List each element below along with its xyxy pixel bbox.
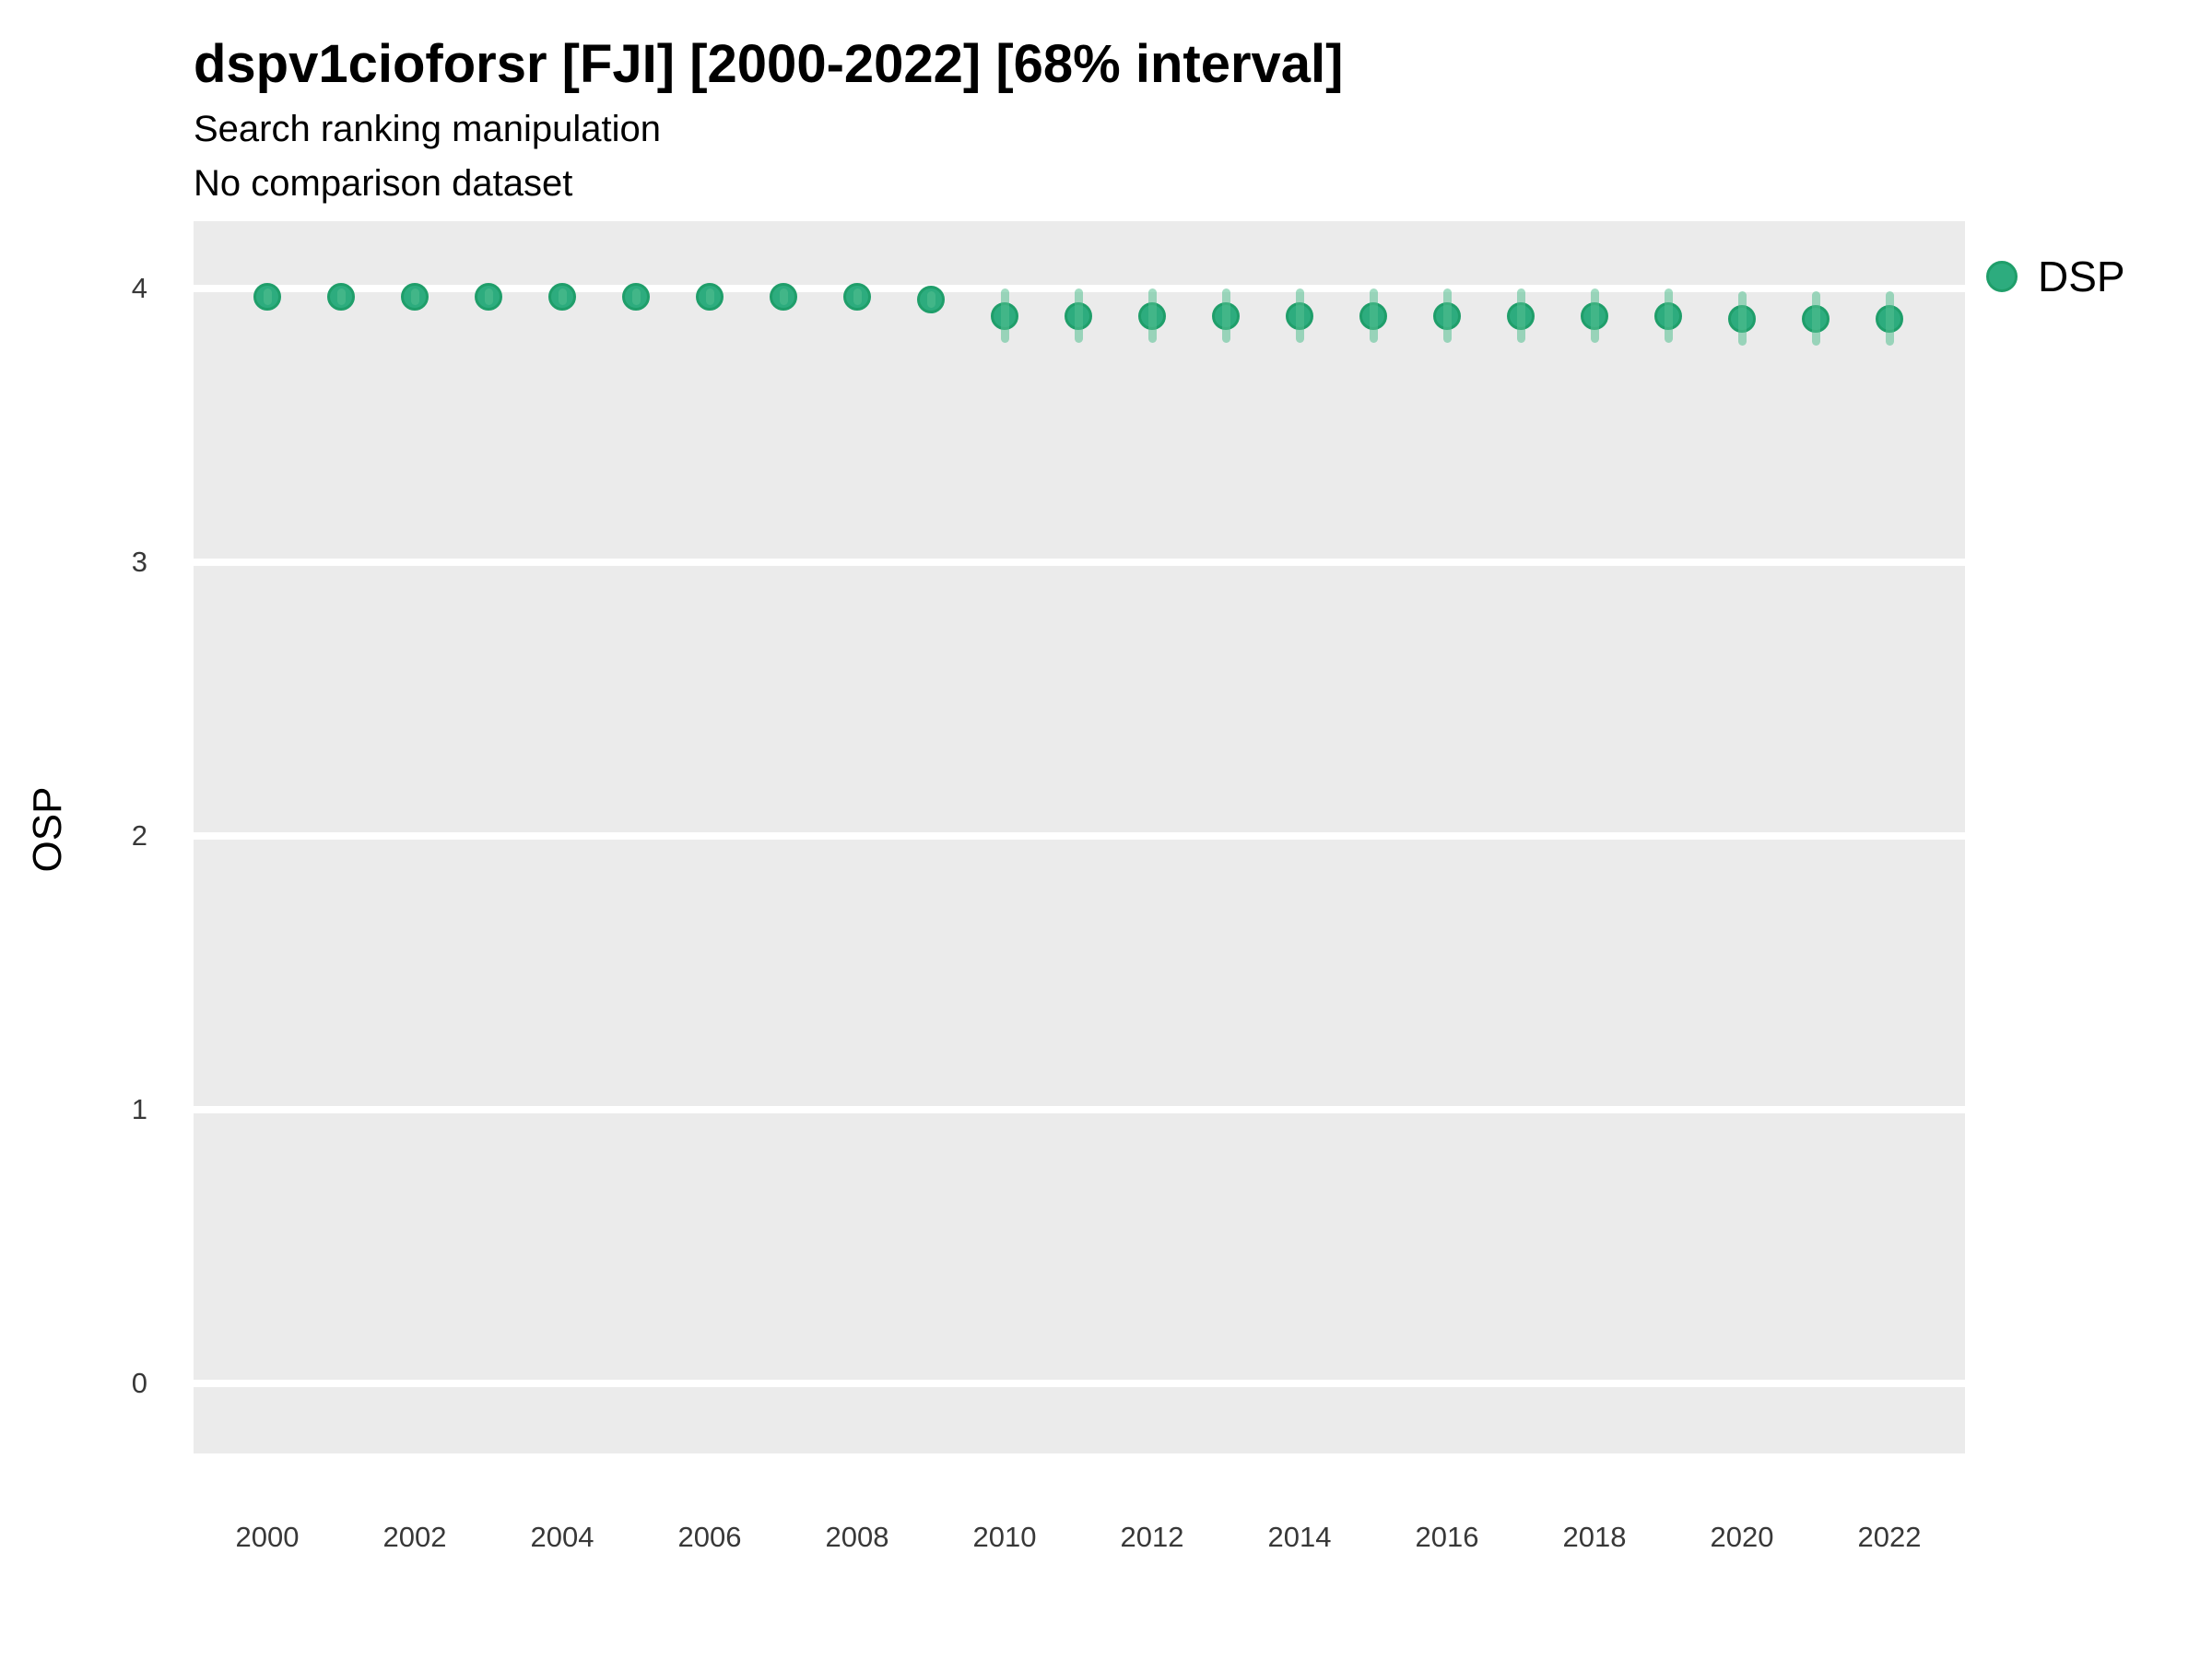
chart-note: No comparison dataset [194, 163, 573, 204]
interval-bar-2009 [926, 290, 935, 308]
x-tick-label-2022: 2022 [1857, 1521, 1922, 1553]
interval-bar-2015 [1369, 288, 1378, 344]
x-tick-label-2018: 2018 [1562, 1521, 1627, 1553]
interval-bar-2020 [1737, 290, 1747, 347]
legend-key-dot [1986, 261, 2018, 292]
interval-bar-2002 [410, 288, 419, 305]
chart-title: dspv1cioforsr [FJI] [2000-2022] [68% int… [194, 34, 1344, 94]
x-tick-label-2008: 2008 [825, 1521, 889, 1553]
interval-bar-2004 [558, 288, 567, 305]
y-tick-label-0: 0 [131, 1367, 147, 1399]
gridline-y-1 [194, 1106, 1965, 1113]
interval-bar-2006 [705, 288, 714, 305]
interval-bar-2013 [1221, 288, 1230, 344]
interval-bar-2005 [631, 288, 641, 305]
interval-bar-2011 [1074, 288, 1083, 344]
x-tick-label-2004: 2004 [530, 1521, 594, 1553]
x-tick-label-2012: 2012 [1120, 1521, 1184, 1553]
interval-bar-2016 [1442, 288, 1452, 344]
x-tick-label-2014: 2014 [1267, 1521, 1332, 1553]
interval-bar-2010 [1000, 288, 1009, 344]
x-tick-label-2010: 2010 [972, 1521, 1037, 1553]
y-tick-label-1: 1 [131, 1093, 147, 1125]
interval-bar-2012 [1147, 288, 1157, 344]
interval-bar-2014 [1295, 288, 1304, 344]
x-tick-label-2016: 2016 [1415, 1521, 1479, 1553]
interval-bar-2008 [853, 288, 862, 305]
x-tick-label-2006: 2006 [677, 1521, 742, 1553]
y-tick-label-3: 3 [131, 546, 147, 578]
interval-bar-2018 [1590, 288, 1599, 344]
data-point-2004 [548, 282, 576, 311]
interval-bar-2021 [1811, 290, 1820, 347]
y-tick-label-2: 2 [131, 819, 147, 852]
data-point-2006 [696, 282, 724, 311]
plot-panel [194, 221, 1965, 1453]
x-tick-label-2020: 2020 [1710, 1521, 1774, 1553]
interval-bar-2001 [336, 288, 346, 305]
gridline-y-2 [194, 832, 1965, 840]
legend-label: DSP [2038, 253, 2125, 300]
interval-bar-2017 [1516, 288, 1525, 344]
interval-bar-2003 [484, 288, 493, 305]
y-tick-label-4: 4 [131, 272, 147, 304]
interval-bar-2022 [1885, 290, 1894, 347]
interval-bar-2019 [1664, 288, 1673, 344]
x-tick-label-2002: 2002 [382, 1521, 447, 1553]
interval-bar-2007 [779, 288, 788, 305]
interval-bar-2000 [263, 288, 272, 305]
gridline-y-0 [194, 1380, 1965, 1387]
x-tick-label-2000: 2000 [235, 1521, 300, 1553]
chart-subtitle: Search ranking manipulation [194, 109, 661, 149]
legend: DSP [1986, 255, 2125, 298]
gridline-y-3 [194, 559, 1965, 566]
data-point-2002 [401, 282, 429, 311]
